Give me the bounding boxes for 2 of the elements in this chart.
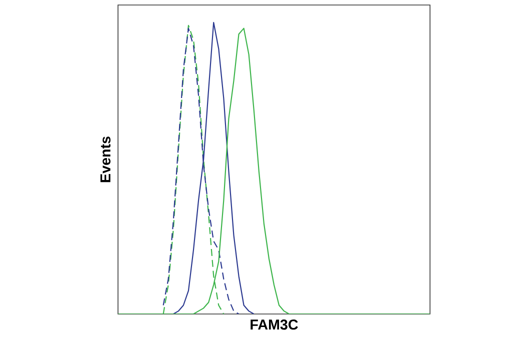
y-axis-title: Events xyxy=(100,136,110,182)
x-axis-title: FAM3C xyxy=(250,320,298,330)
